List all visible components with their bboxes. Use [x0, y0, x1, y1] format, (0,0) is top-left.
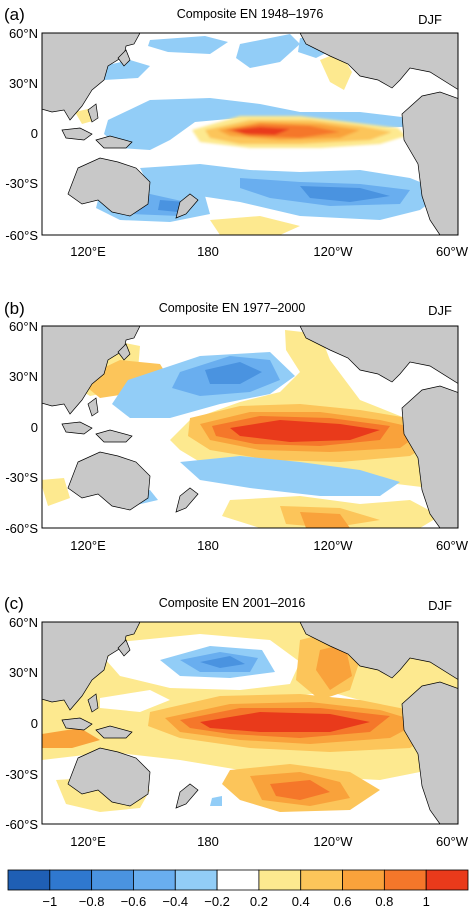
panel-a [41, 32, 459, 236]
colorbar-swatch [7, 869, 51, 891]
colorbar-label: 0.4 [292, 894, 310, 909]
panel-a-lon-180: 180 [197, 244, 219, 259]
panel-c-title: Composite EN 2001–2016 [159, 596, 306, 610]
panel-c-frame [41, 621, 459, 825]
panel-c-lat-30s: -30°S [5, 767, 38, 782]
colorbar-swatch [342, 869, 385, 891]
panel-a-letter: (a) [4, 5, 25, 24]
panel-a-map [42, 33, 458, 235]
panel-b-anomaly-shading [42, 330, 450, 528]
colorbar: −1 −0.8 −0.6 −0.4 −0.2 0.2 0.4 0.6 0.8 1 [7, 869, 469, 909]
panel-a-lon-120e: 120°E [70, 244, 106, 259]
colorbar-swatch [216, 869, 260, 891]
panel-c-season: DJF [428, 598, 452, 613]
panel-b-lat-30n: 30°N [9, 369, 38, 384]
panel-a-title: Composite EN 1948–1976 [177, 7, 324, 21]
panel-c-lat-60s: -60°S [5, 817, 38, 832]
panel-b-land [42, 326, 458, 528]
panel-b-lon-60w: 60°W [436, 538, 469, 553]
panel-c-lon-60w: 60°W [436, 834, 469, 849]
panel-a-lat-0: 0 [31, 126, 38, 141]
panel-b [41, 325, 459, 529]
colorbar-swatch [91, 869, 134, 891]
panel-b-lon-180: 180 [197, 538, 219, 553]
panel-c-letter: (c) [4, 594, 24, 613]
panel-b-lat-60n: 60°N [9, 319, 38, 334]
panel-c-lon-120w: 120°W [313, 834, 353, 849]
panel-b-letter: (b) [4, 299, 25, 318]
panel-b-lon-120e: 120°E [70, 538, 106, 553]
panel-c-lon-120e: 120°E [70, 834, 106, 849]
colorbar-swatch [383, 869, 427, 891]
colorbar-swatch [425, 869, 469, 891]
panel-a-lon-120w: 120°W [313, 244, 353, 259]
panel-c-axes: 60°N 30°N 0 -30°S -60°S 120°E 180 120°W … [5, 615, 468, 849]
panel-b-map [42, 326, 458, 528]
panel-a-lat-30n: 30°N [9, 76, 38, 91]
panel-a-season: DJF [418, 12, 442, 27]
colorbar-label: 0.6 [334, 894, 352, 909]
colorbar-swatch [300, 869, 343, 891]
colorbar-label: 0.8 [375, 894, 393, 909]
panel-b-axes: 60°N 30°N 0 -30°S -60°S 120°E 180 120°W … [5, 319, 468, 553]
colorbar-swatch [133, 869, 176, 891]
panel-c [41, 621, 459, 825]
panel-a-lat-60n: 60°N [9, 26, 38, 41]
colorbar-label: 0.2 [250, 894, 268, 909]
panel-b-lat-30s: -30°S [5, 470, 38, 485]
panel-b-lon-120w: 120°W [313, 538, 353, 553]
panel-c-anomaly-shading [42, 622, 458, 824]
panel-a-lon-60w: 60°W [436, 244, 469, 259]
panel-b-title: Composite EN 1977–2000 [159, 301, 306, 315]
panel-c-lat-0: 0 [31, 716, 38, 731]
panel-c-land [42, 622, 458, 824]
panel-c-lat-60n: 60°N [9, 615, 38, 630]
panel-b-lat-0: 0 [31, 420, 38, 435]
colorbar-label: −0.6 [121, 894, 147, 909]
panel-a-lat-30s: -30°S [5, 176, 38, 191]
panel-a-frame [41, 32, 459, 236]
panel-a-land [42, 33, 458, 235]
colorbar-swatch [49, 869, 93, 891]
panel-c-map [42, 622, 458, 824]
panel-c-lat-30n: 30°N [9, 665, 38, 680]
colorbar-swatch [174, 869, 218, 891]
panel-a-axes: 60°N 30°N 0 -30°S -60°S 120°E 180 120°W … [5, 26, 468, 259]
colorbar-label: −1 [42, 894, 57, 909]
panel-b-frame [41, 325, 459, 529]
panel-b-season: DJF [428, 303, 452, 318]
colorbar-swatch [258, 869, 302, 891]
panel-c-lon-180: 180 [197, 834, 219, 849]
colorbar-label: −0.4 [162, 894, 188, 909]
colorbar-label: 1 [423, 894, 430, 909]
colorbar-label: −0.8 [79, 894, 105, 909]
colorbar-label: −0.2 [204, 894, 230, 909]
panel-b-lat-60s: -60°S [5, 521, 38, 536]
panel-a-lat-60s: -60°S [5, 228, 38, 243]
